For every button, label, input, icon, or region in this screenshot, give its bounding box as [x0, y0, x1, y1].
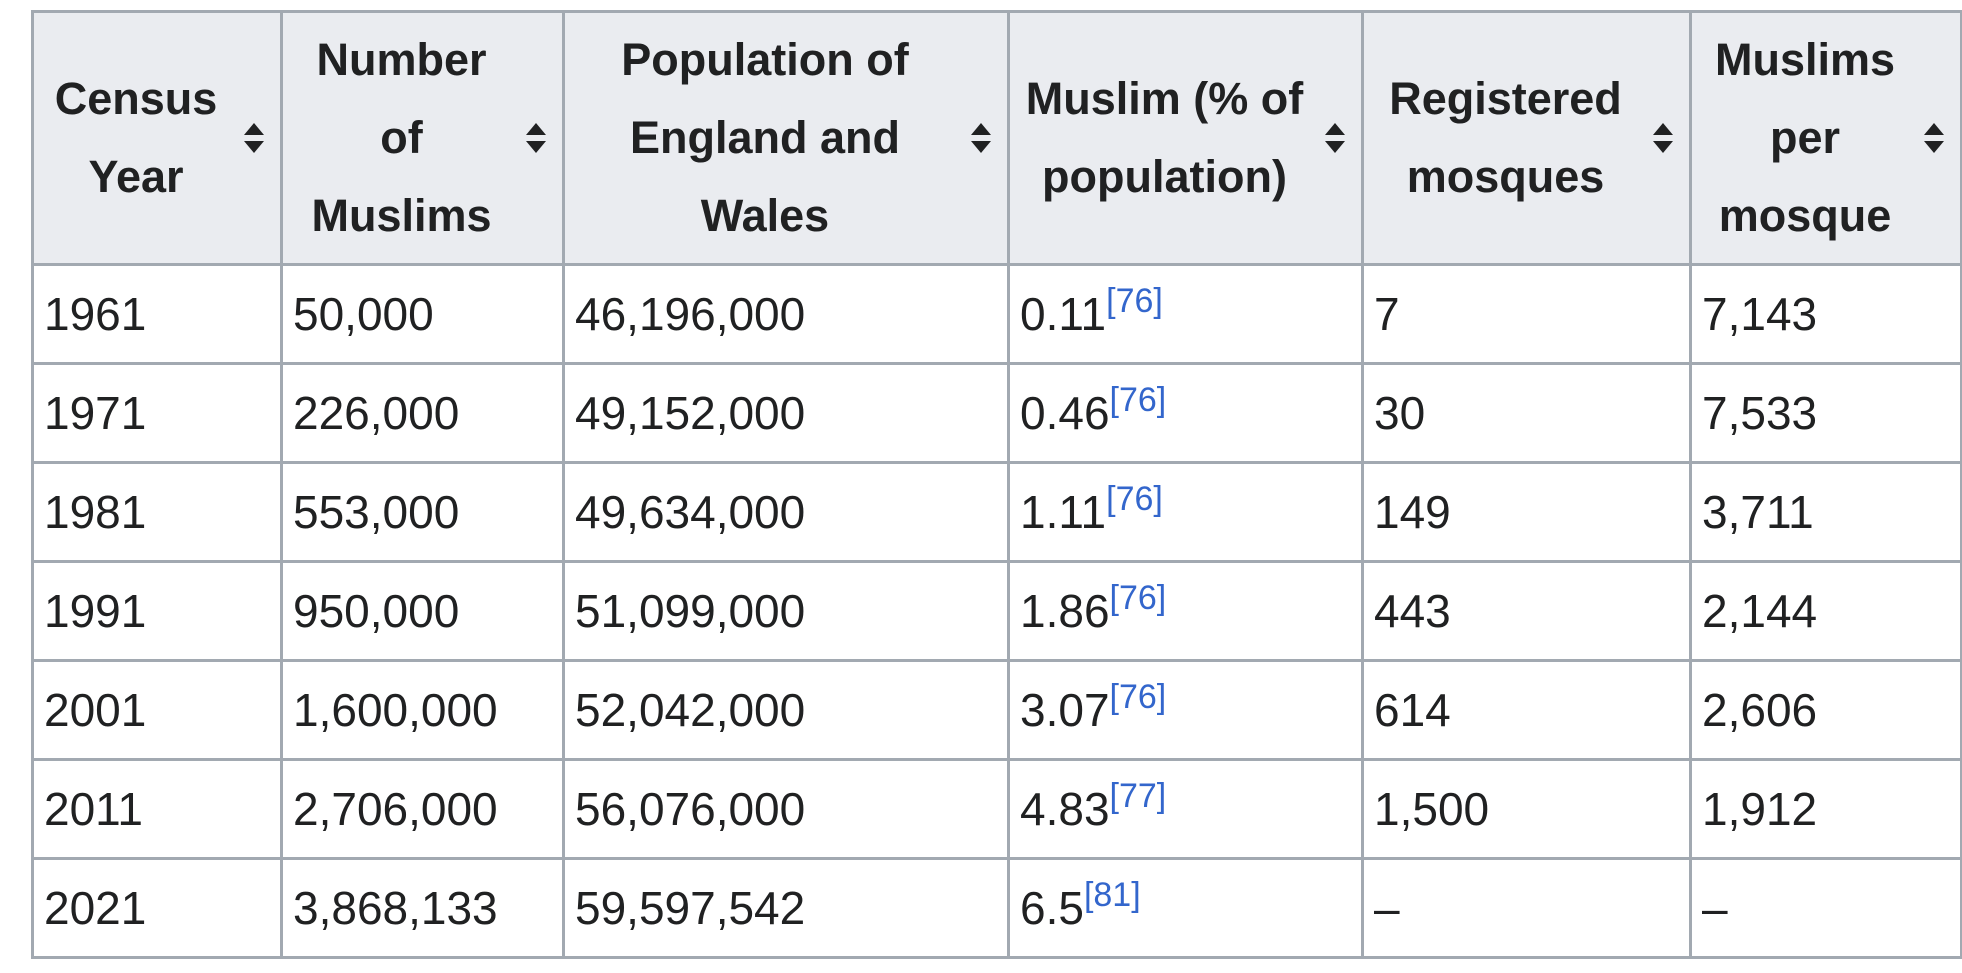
census-table: Census Year Number of Muslims Population…	[31, 10, 1962, 959]
header-label: Population of England and Wales	[621, 34, 909, 241]
cell-census-year: 1971	[31, 362, 283, 464]
cell-census-year: 1991	[31, 560, 283, 662]
reference-link[interactable]: [81]	[1083, 876, 1141, 914]
percent-value: 3.07	[1020, 684, 1110, 736]
header-census-year[interactable]: Census Year	[31, 10, 283, 266]
cell-registered-mosques: 7	[1361, 263, 1692, 365]
header-number-of-muslims[interactable]: Number of Muslims	[280, 10, 565, 266]
cell-muslim-percent: 1.86[76]	[1007, 560, 1364, 662]
cell-muslims-per-mosque: 7,143	[1689, 263, 1962, 365]
sort-arrows-icon[interactable]	[1651, 121, 1675, 155]
reference-link[interactable]: [77]	[1109, 777, 1167, 815]
cell-muslims-per-mosque: –	[1689, 857, 1962, 959]
table-row: 1991 950,000 51,099,000 1.86[76] 443 2,1…	[31, 560, 1962, 662]
cell-number-of-muslims: 226,000	[280, 362, 565, 464]
cell-census-year: 1961	[31, 263, 283, 365]
cell-registered-mosques: 614	[1361, 659, 1692, 761]
cell-muslims-per-mosque: 7,533	[1689, 362, 1962, 464]
cell-population: 49,634,000	[562, 461, 1010, 563]
cell-number-of-muslims: 3,868,133	[280, 857, 565, 959]
reference-link[interactable]: [76]	[1109, 381, 1167, 419]
sort-arrows-icon[interactable]	[524, 121, 548, 155]
header-muslims-per-mosque[interactable]: Muslims per mosque	[1689, 10, 1962, 266]
cell-number-of-muslims: 1,600,000	[280, 659, 565, 761]
cell-number-of-muslims: 553,000	[280, 461, 565, 563]
header-population[interactable]: Population of England and Wales	[562, 10, 1010, 266]
table-row: 1961 50,000 46,196,000 0.11[76] 7 7,143	[31, 263, 1962, 365]
cell-census-year: 2011	[31, 758, 283, 860]
cell-census-year: 2021	[31, 857, 283, 959]
cell-population: 56,076,000	[562, 758, 1010, 860]
cell-population: 59,597,542	[562, 857, 1010, 959]
header-label: Census Year	[54, 73, 218, 202]
percent-value: 6.5	[1020, 882, 1084, 934]
header-label: Muslim (% of population)	[1025, 73, 1304, 202]
cell-muslim-percent: 4.83[77]	[1007, 758, 1364, 860]
cell-number-of-muslims: 2,706,000	[280, 758, 565, 860]
table-row: 1971 226,000 49,152,000 0.46[76] 30 7,53…	[31, 362, 1962, 464]
header-label: Muslims per mosque	[1714, 34, 1896, 241]
header-muslim-percent[interactable]: Muslim (% of population)	[1007, 10, 1364, 266]
cell-muslims-per-mosque: 3,711	[1689, 461, 1962, 563]
cell-muslim-percent: 3.07[76]	[1007, 659, 1364, 761]
percent-value: 1.11	[1020, 486, 1107, 538]
cell-muslim-percent: 6.5[81]	[1007, 857, 1364, 959]
table-row: 2001 1,600,000 52,042,000 3.07[76] 614 2…	[31, 659, 1962, 761]
table-row: 2021 3,868,133 59,597,542 6.5[81] – –	[31, 857, 1962, 959]
cell-muslims-per-mosque: 1,912	[1689, 758, 1962, 860]
sort-arrows-icon[interactable]	[1922, 121, 1946, 155]
sort-arrows-icon[interactable]	[1323, 121, 1347, 155]
cell-population: 51,099,000	[562, 560, 1010, 662]
header-label: Registered mosques	[1389, 73, 1622, 202]
cell-muslim-percent: 0.46[76]	[1007, 362, 1364, 464]
cell-registered-mosques: –	[1361, 857, 1692, 959]
cell-muslims-per-mosque: 2,144	[1689, 560, 1962, 662]
cell-population: 49,152,000	[562, 362, 1010, 464]
cell-number-of-muslims: 50,000	[280, 263, 565, 365]
cell-population: 46,196,000	[562, 263, 1010, 365]
percent-value: 0.46	[1020, 387, 1110, 439]
percent-value: 1.86	[1020, 585, 1110, 637]
cell-registered-mosques: 30	[1361, 362, 1692, 464]
cell-census-year: 2001	[31, 659, 283, 761]
header-registered-mosques[interactable]: Registered mosques	[1361, 10, 1692, 266]
sort-arrows-icon[interactable]	[969, 121, 993, 155]
reference-link[interactable]: [76]	[1109, 678, 1167, 716]
reference-link[interactable]: [76]	[1109, 579, 1167, 617]
cell-muslim-percent: 1.11[76]	[1007, 461, 1364, 563]
table-row: 2011 2,706,000 56,076,000 4.83[77] 1,500…	[31, 758, 1962, 860]
cell-muslim-percent: 0.11[76]	[1007, 263, 1364, 365]
cell-number-of-muslims: 950,000	[280, 560, 565, 662]
cell-muslims-per-mosque: 2,606	[1689, 659, 1962, 761]
cell-registered-mosques: 443	[1361, 560, 1692, 662]
reference-link[interactable]: [76]	[1106, 282, 1163, 320]
table-row: 1981 553,000 49,634,000 1.11[76] 149 3,7…	[31, 461, 1962, 563]
percent-value: 0.11	[1020, 288, 1107, 340]
header-label: Number of Muslims	[311, 34, 492, 241]
cell-census-year: 1981	[31, 461, 283, 563]
cell-registered-mosques: 149	[1361, 461, 1692, 563]
cell-population: 52,042,000	[562, 659, 1010, 761]
reference-link[interactable]: [76]	[1106, 480, 1163, 518]
sort-arrows-icon[interactable]	[242, 121, 266, 155]
header-row: Census Year Number of Muslims Population…	[31, 10, 1962, 266]
cell-registered-mosques: 1,500	[1361, 758, 1692, 860]
percent-value: 4.83	[1020, 783, 1110, 835]
